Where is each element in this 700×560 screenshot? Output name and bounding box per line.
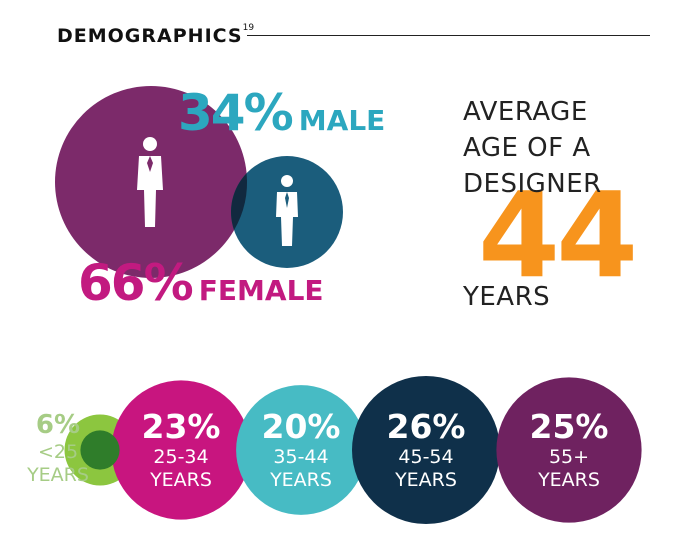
age-percent: 6% <box>35 410 81 440</box>
average-age-line-1: AVERAGE <box>463 97 588 127</box>
page-title: DEMOGRAPHICS19 <box>57 23 255 47</box>
age-range: 55+ <box>548 446 590 468</box>
age-range: <25 <box>37 441 79 463</box>
female-stat: 66% FEMALE <box>78 254 324 312</box>
age-label-3: 20% 35-44 YEARS <box>246 408 356 491</box>
age-unit: YEARS <box>395 469 457 491</box>
average-age-value: 44 <box>478 166 638 304</box>
age-bubble-4 <box>352 376 500 524</box>
age-range: 45-54 <box>398 446 454 468</box>
age-label-4: 26% 45-54 YEARS <box>371 408 481 491</box>
female-figure-icon <box>137 137 163 227</box>
footnote-marker: 19 <box>242 23 255 33</box>
female-label: FEMALE <box>198 274 324 307</box>
age-bubble-5 <box>496 377 642 523</box>
male-stat: 34% MALE <box>178 84 385 142</box>
age-range: 35-44 <box>273 446 329 468</box>
average-age-heading: AVERAGE AGE OF A DESIGNER <box>463 94 602 202</box>
age-unit: YEARS <box>27 464 89 486</box>
age-unit: YEARS <box>270 469 332 491</box>
age-label-1: 6% <25 YEARS <box>3 410 113 486</box>
overlap-region <box>230 173 247 231</box>
age-percent: 20% <box>261 407 341 446</box>
male-percent: 34% <box>178 84 294 142</box>
female-percent: 66% <box>78 254 194 312</box>
age-label-5: 25% 55+ YEARS <box>514 408 624 491</box>
age-unit: YEARS <box>150 469 212 491</box>
male-figure-icon <box>276 175 298 246</box>
average-age-line-2: AGE OF A <box>463 133 591 163</box>
age-percent: 25% <box>529 407 609 446</box>
average-age-unit: YEARS <box>463 282 551 312</box>
age-percent: 26% <box>386 407 466 446</box>
average-age-line-3: DESIGNER <box>463 169 602 199</box>
age-bubble-2 <box>111 380 251 520</box>
header-rule <box>247 35 650 36</box>
age-percent: 23% <box>141 407 221 446</box>
age-range: 25-34 <box>153 446 209 468</box>
age-unit: YEARS <box>538 469 600 491</box>
age-bubble-1-core <box>80 430 120 470</box>
age-label-2: 23% 25-34 YEARS <box>126 408 236 491</box>
male-label: MALE <box>298 104 386 137</box>
age-bubble-3 <box>236 385 366 515</box>
